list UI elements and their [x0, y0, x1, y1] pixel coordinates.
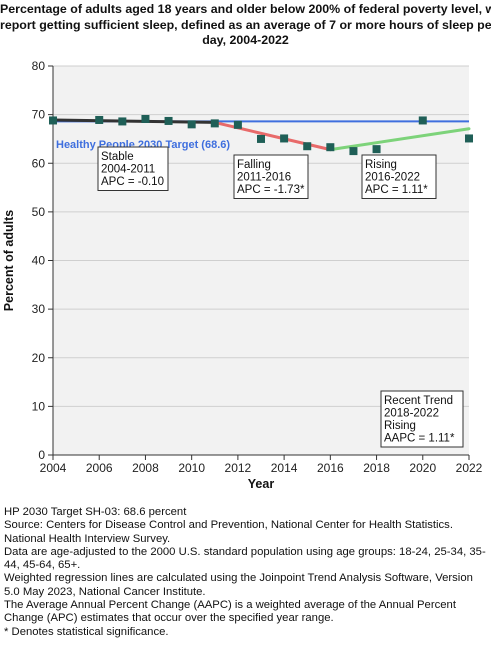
footnote-age-adjustment: Data are age-adjusted to the 2000 U.S. s… [4, 545, 486, 572]
x-tick-label: 2006 [86, 461, 113, 475]
annotation-text: 2018-2022 [384, 408, 439, 420]
data-point [95, 115, 104, 124]
x-tick-label: 2010 [178, 461, 205, 475]
annotation-box [380, 390, 464, 448]
data-point [164, 116, 173, 125]
x-tick-label: 2020 [409, 461, 436, 475]
trend-chart: 0 10 20 30 40 50 60 70 80 2004 2006 2008 2010 2012 201… [2, 59, 483, 491]
footnote-source: Source: Centers for Disease Control and … [4, 519, 453, 545]
annotation-text: Stable [101, 151, 134, 163]
y-tick-label: 60 [32, 156, 46, 170]
y-tick-label: 70 [32, 108, 46, 122]
data-point [326, 143, 335, 152]
y-tick-label: 0 [38, 448, 45, 462]
footnotes: HP 2030 Target SH-03: 68.6 percent Sourc… [4, 506, 490, 639]
x-tick-label: 2016 [317, 461, 344, 475]
annotation-text: APC = 1.11* [365, 184, 428, 196]
footnote-target: HP 2030 Target SH-03: 68.6 percent [4, 506, 187, 518]
chart-title-line: report getting sufficient sleep, defined… [0, 17, 491, 32]
x-tick-label: 2022 [456, 461, 483, 475]
y-tick-label: 80 [32, 59, 46, 73]
footnote-aapc: The Average Annual Percent Change (AAPC)… [4, 599, 456, 625]
y-tick-label: 30 [32, 302, 46, 316]
annotation-text: 2016-2022 [365, 172, 420, 184]
annotation-text: Rising [365, 159, 397, 171]
data-point [118, 117, 127, 126]
chart-title-line: day, 2004-2022 [202, 33, 289, 47]
x-tick-label: 2014 [271, 461, 298, 475]
data-point [349, 147, 358, 156]
annotation-box [97, 146, 169, 191]
chart-title-line: Percentage of adults aged 18 years and o… [0, 2, 491, 16]
annotation-text: APC = -1.73* [237, 184, 305, 196]
data-point [187, 120, 196, 129]
annotation-text: Recent Trend [384, 395, 453, 407]
annotation-text: 2004-2011 [101, 164, 155, 176]
x-tick-label: 2004 [40, 461, 67, 475]
data-point [257, 134, 265, 143]
data-point [465, 134, 473, 143]
data-point [210, 119, 219, 128]
chart-title: Percentage of adults aged 18 years and o… [0, 2, 491, 49]
data-point [372, 145, 381, 154]
y-tick-label: 20 [32, 351, 46, 365]
trend-segment [328, 127, 471, 152]
x-tick-label: 2012 [225, 461, 252, 475]
footnote-significance: * Denotes statistical significance. [4, 625, 169, 638]
data-point [280, 134, 289, 143]
annotation-box [361, 154, 437, 199]
data-point [233, 120, 242, 129]
annotation-text: Rising [384, 420, 416, 432]
x-tick-label: 2018 [363, 461, 390, 475]
y-axis-label: Percent of adults [2, 210, 16, 311]
data-point [418, 116, 427, 125]
annotation-text: APC = -0.10 [101, 176, 164, 188]
y-tick-label: 50 [32, 205, 46, 219]
annotation-text: AAPC = 1.11* [384, 433, 455, 445]
data-point [303, 142, 312, 151]
annotation-text: 2011-2016 [237, 172, 291, 184]
x-tick-label: 2008 [132, 461, 159, 475]
annotation-box [233, 154, 309, 199]
data-point [49, 116, 57, 125]
y-tick-label: 40 [32, 254, 46, 268]
footnote-regression: Weighted regression lines are calculated… [4, 572, 473, 598]
data-point [141, 115, 150, 124]
y-tick-label: 10 [32, 399, 46, 413]
annotation-text: Falling [237, 159, 271, 171]
x-axis-label: Year [248, 477, 275, 491]
